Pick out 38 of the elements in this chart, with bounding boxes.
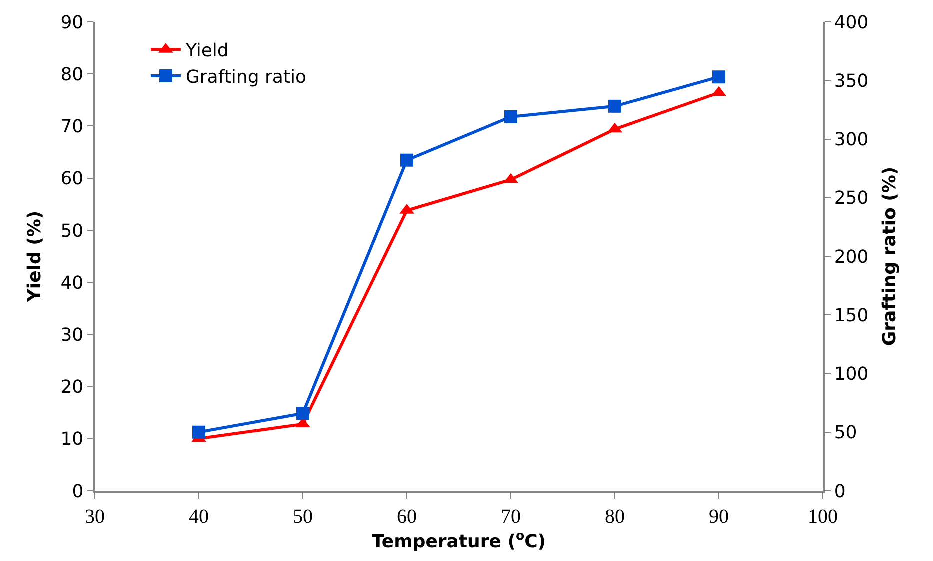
y-tick-label: 60 [60,168,84,190]
y2-tick-label: 50 [834,422,858,444]
x-tick-label: 50 [293,506,313,528]
y-tick-label: 90 [60,12,84,34]
point [296,407,310,420]
x-tick-label: 70 [501,506,521,528]
y-tick-label: 30 [60,324,84,346]
x-tick-label: 30 [85,506,105,528]
y-tick-label: 0 [72,481,84,502]
y2-tick-label: 300 [834,130,869,151]
y2-tick-label: 400 [834,12,869,34]
point [712,70,726,84]
x-tick-label: 90 [709,506,729,528]
point [504,110,518,124]
y2-tick-label: 0 [834,481,846,502]
point [400,154,414,167]
y-tick-label: 10 [60,429,84,450]
x-tick-label: 40 [189,506,209,528]
y2-axis-title: Grafting ratio (%) [879,166,900,346]
point [608,100,622,113]
x-tick-label: 60 [397,506,417,528]
x-tick-label: 80 [605,506,625,528]
x-axis-title: Temperature ($^{o}$C) [372,528,546,552]
y2-tick-label: 150 [834,305,869,326]
y2-tick-label: 350 [834,70,869,92]
legend-label: Grafting ratio [186,67,306,88]
point [192,426,206,439]
y-tick-label: 50 [60,220,84,242]
y2-tick-label: 250 [834,188,869,210]
y-axis-title: Yield (%) [24,210,46,304]
y2-tick-label: 100 [834,364,869,386]
y-tick-label: 80 [60,64,84,86]
x-tick-label: 100 [808,506,838,528]
y2-tick-label: 200 [834,246,869,268]
y-tick-label: 70 [60,116,84,138]
legend-label: Yield [184,40,229,62]
y-tick-label: 40 [60,272,84,294]
y-tick-label: 20 [60,377,84,398]
